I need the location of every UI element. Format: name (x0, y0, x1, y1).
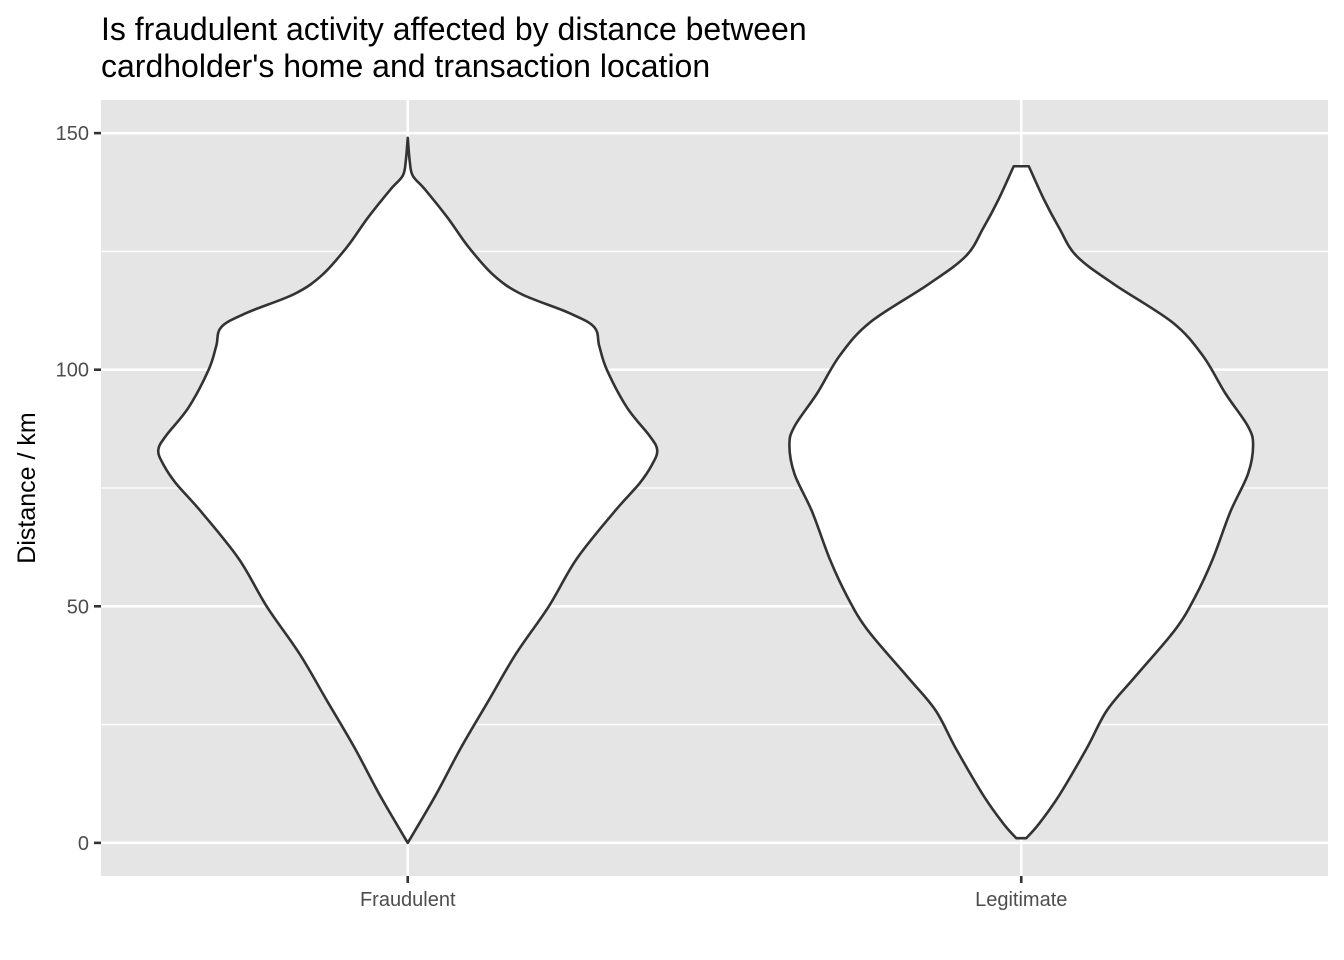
violin-legitimate (788, 164, 1255, 840)
y-tick-label: 0 (78, 833, 89, 855)
y-tick-label: 150 (56, 123, 89, 145)
violin-fraudulent (156, 136, 659, 845)
y-axis: 0 50 100 150 (56, 123, 101, 855)
y-tick-label: 100 (56, 360, 89, 382)
x-tick-label-legitimate: Legitimate (975, 889, 1067, 911)
y-axis-title: Distance / km (13, 412, 41, 563)
chart-title-line-1: Is fraudulent activity affected by dista… (101, 11, 807, 47)
y-tick-label: 50 (67, 596, 89, 618)
chart-title-line-2: cardholder's home and transaction locati… (101, 48, 710, 84)
violins (156, 136, 1255, 845)
x-tick-label-fraudulent: Fraudulent (360, 889, 456, 911)
x-axis: Fraudulent Legitimate (360, 876, 1067, 911)
